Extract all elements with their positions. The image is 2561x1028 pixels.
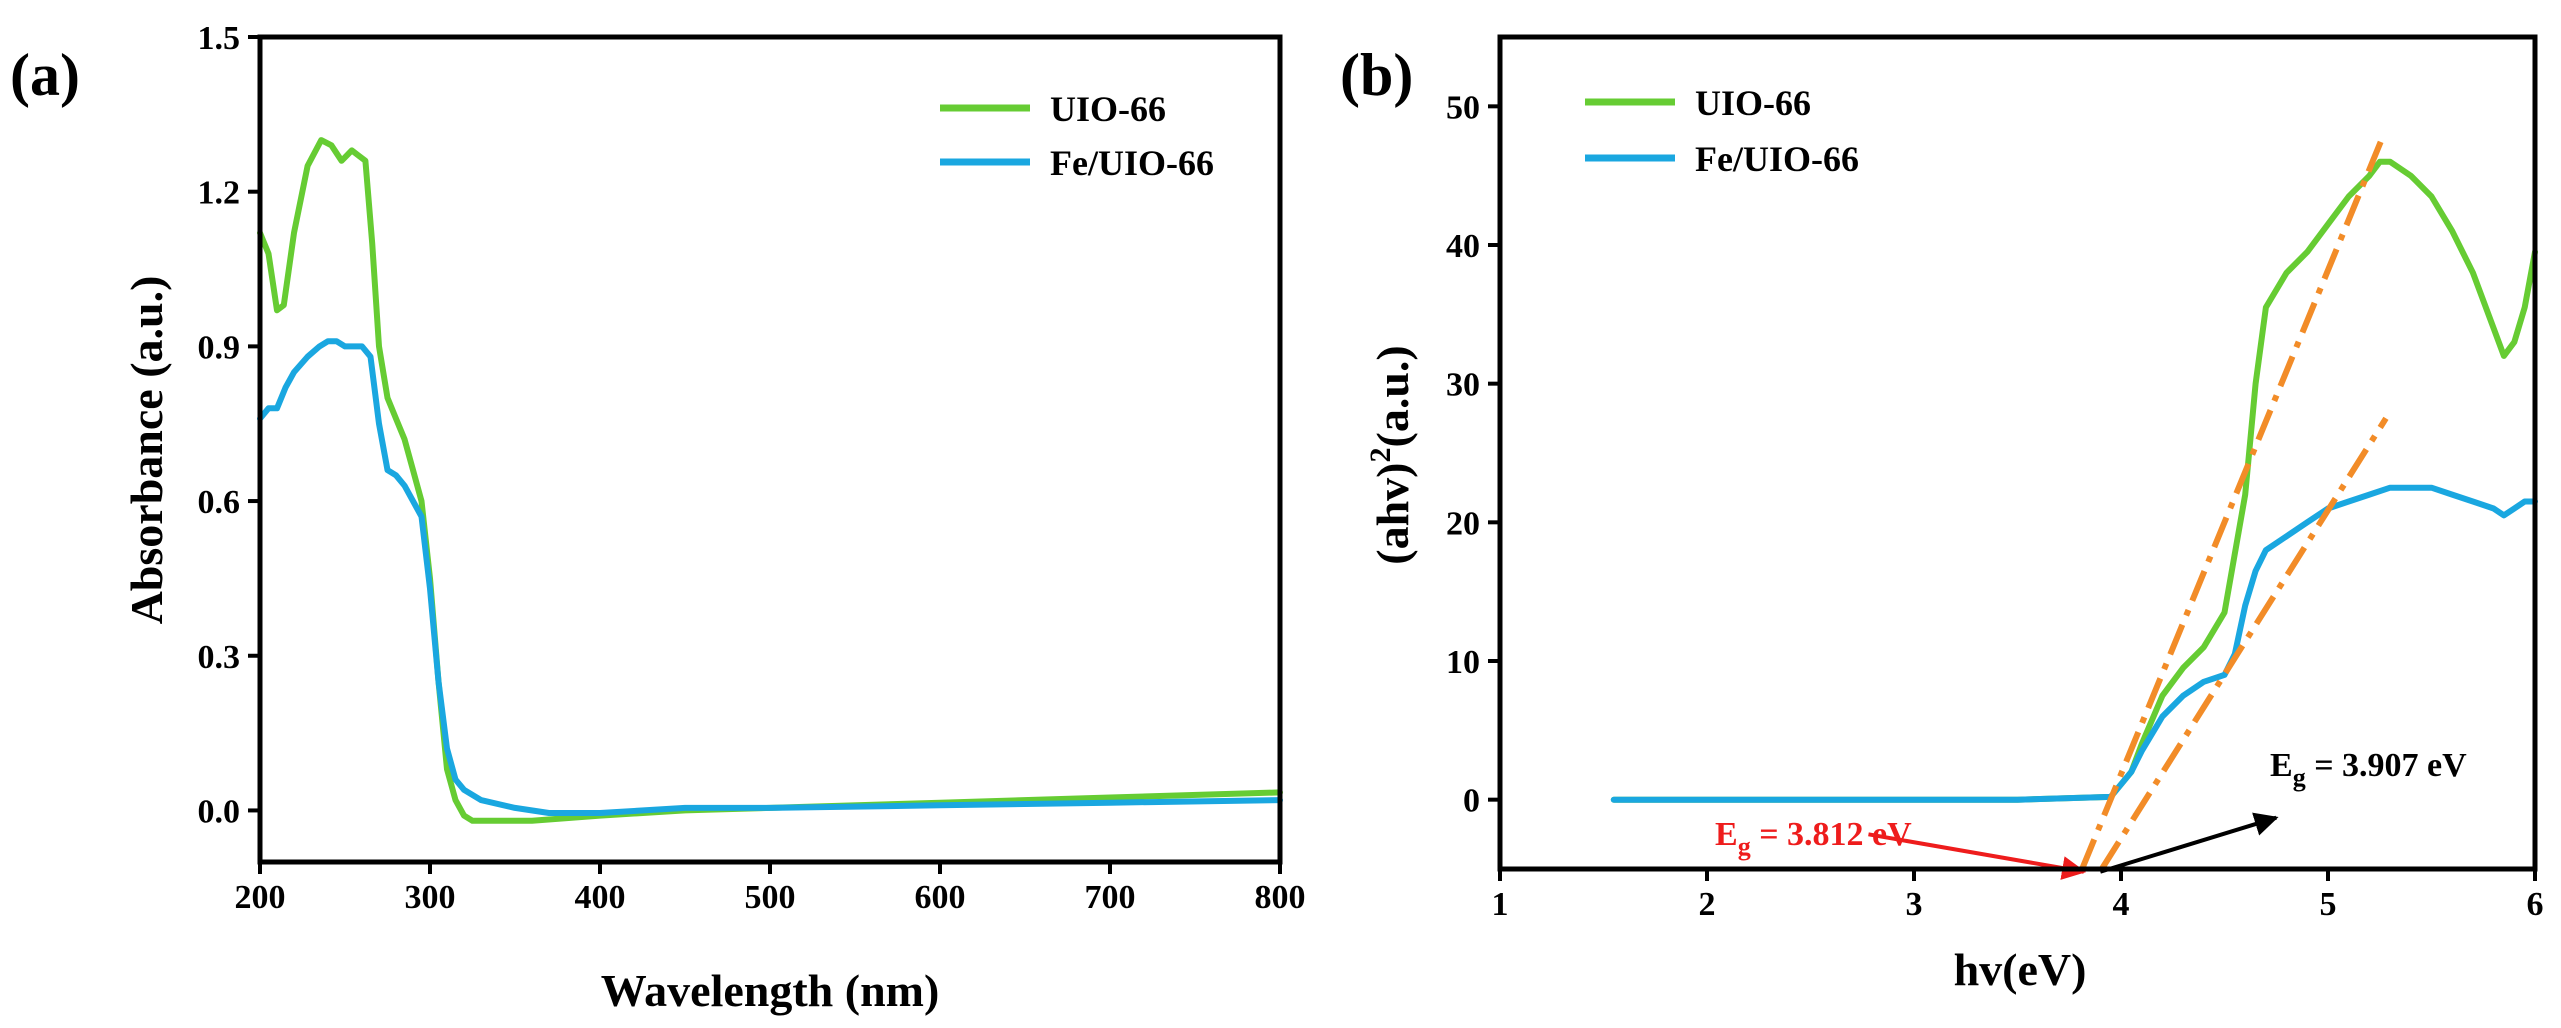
panel-b-y-tick-label: 20 (1446, 505, 1480, 542)
panel-a-y-tick-label: 0.0 (198, 793, 241, 830)
panel-b-y-tick-label: 30 (1446, 367, 1480, 404)
panel-b-x-tick-label: 5 (2320, 886, 2337, 923)
panel-a-y-tick-label: 1.5 (198, 20, 241, 57)
bandgap-label-fe-uio66: Eg = 3.907 eV (2270, 747, 2467, 792)
panel-a-x-tick-label: 500 (745, 879, 796, 916)
tangent-fit-line-uio66 (2079, 132, 2387, 871)
panel-b-legend-label-fe-uio66: Fe/UIO-66 (1695, 139, 1859, 179)
bandgap-label-uio66-suffix: = 3.812 eV (1751, 816, 1912, 853)
bandgap-arrow-fe-uio66 (2099, 812, 2279, 874)
panel-b-x-tick-label: 4 (2113, 886, 2130, 923)
panel-a-x-tick-label: 300 (405, 879, 456, 916)
bandgap-label-fe-uio66-sub: g (2293, 763, 2306, 792)
panel-b-fit-lines-group (2079, 132, 2389, 871)
panel-a-series-group (257, 137, 1283, 824)
bandgap-label-fe-uio66-prefix: E (2270, 747, 2293, 784)
panel-b-y-axis-label-prefix: (ahv) (1367, 463, 1418, 565)
panel-a-y-tick-label: 0.3 (198, 639, 241, 676)
panel-b-plot-frame (1497, 34, 2538, 872)
panel-a-y-tick-label: 0.9 (198, 329, 241, 366)
panel-b-series-uio66-line (1610, 158, 2538, 803)
bandgap-label-uio66-sub: g (1738, 832, 1751, 861)
panel-b-y-tick-label: 0 (1463, 783, 1480, 820)
panel-b-arrows-group (1868, 812, 2279, 880)
panel-a-x-tick-label: 700 (1085, 879, 1136, 916)
tangent-fit-line-fe-uio66 (2099, 416, 2389, 871)
bandgap-arrow-uio66 (1868, 832, 2087, 880)
panel-b-y-tick-label: 10 (1446, 644, 1480, 681)
panel-b-series-fe-uio66-line (1610, 484, 2538, 803)
panel-a-x-axis-label: Wavelength (nm) (601, 965, 940, 1016)
panel-a-absorbance-chart: (a) 200 300 400 500 600 700 800 0.0 0.3 0.6 0.9 1.2… (10, 20, 1306, 1016)
panel-b-y-tick-label: 40 (1446, 228, 1480, 265)
panel-a-x-tick-label: 200 (235, 879, 286, 916)
bandgap-label-uio66: Eg = 3.812 eV (1715, 816, 1912, 861)
panel-a-y-tick-label: 0.6 (198, 484, 241, 521)
panel-a-x-tick-label: 600 (915, 879, 966, 916)
panel-b-y-axis-label-sup: 2 (1364, 448, 1397, 463)
panel-a-legend-label-uio66: UIO-66 (1050, 89, 1166, 129)
panel-a-legend: UIO-66 Fe/UIO-66 (940, 89, 1214, 183)
panel-a-series-uio66-line (257, 137, 1283, 824)
panel-a-x-tick-label: 800 (1255, 879, 1306, 916)
panel-a-legend-label-fe-uio66: Fe/UIO-66 (1050, 143, 1214, 183)
panel-b-y-axis-label-suffix: (a.u.) (1367, 345, 1418, 447)
panel-b-legend-label-uio66: UIO-66 (1695, 83, 1811, 123)
panel-b-series-group (1610, 158, 2538, 803)
panel-b-ticks-group: 1 2 3 4 5 6 0 10 20 30 40 50 (1446, 89, 2544, 923)
panel-b-y-tick-label: 50 (1446, 89, 1480, 126)
panel-a-x-tick-label: 400 (575, 879, 626, 916)
panel-a-series-fe-uio66-line (257, 338, 1283, 816)
panel-a-y-axis-label: Absorbance (a.u.) (121, 276, 172, 625)
panel-b-x-tick-label: 6 (2527, 886, 2544, 923)
panel-a-plot-frame (257, 34, 1283, 865)
bandgap-label-uio66-prefix: E (1715, 816, 1738, 853)
bandgap-label-fe-uio66-suffix: = 3.907 eV (2306, 747, 2467, 784)
panel-b-x-tick-label: 2 (1699, 886, 1716, 923)
panel-b-y-axis-label: (ahv)2(a.u.) (1364, 345, 1418, 564)
panel-b-x-tick-label: 1 (1492, 886, 1509, 923)
panel-b-x-axis-label: hv(eV) (1954, 944, 2087, 995)
panel-b-legend: UIO-66 Fe/UIO-66 (1585, 83, 1859, 179)
panel-a-ticks-group: 200 300 400 500 600 700 800 0.0 0.3 0.6 0.9 1.2 1.5 (198, 20, 1306, 916)
panel-b-label: (b) (1340, 42, 1413, 108)
panel-a-y-tick-label: 1.2 (198, 175, 241, 212)
panel-b-x-tick-label: 3 (1906, 886, 1923, 923)
panel-a-label: (a) (10, 42, 80, 108)
